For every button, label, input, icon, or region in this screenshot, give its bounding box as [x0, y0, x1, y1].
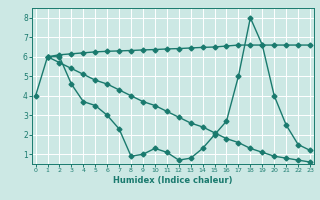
X-axis label: Humidex (Indice chaleur): Humidex (Indice chaleur) — [113, 176, 233, 185]
